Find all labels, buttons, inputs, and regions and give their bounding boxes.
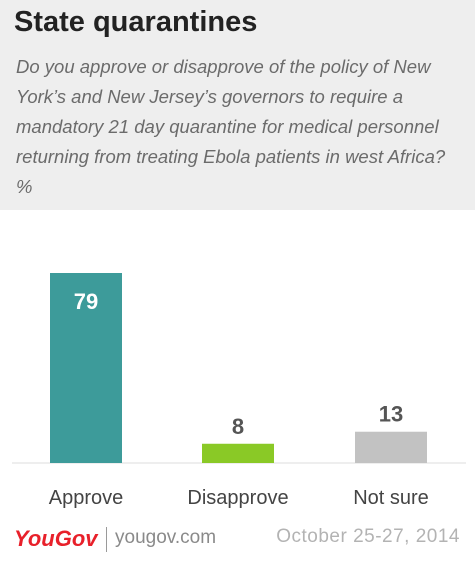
chart-question: Do you approve or disapprove of the poli… [16, 56, 446, 197]
category-label-approve: Approve [49, 487, 124, 509]
footer-divider [106, 527, 107, 552]
chart-title: State quarantines [14, 6, 258, 38]
category-label-disapprove: Disapprove [187, 487, 288, 509]
bar-chart: 79 Approve 8 Disapprove 13 Not sure [12, 273, 466, 509]
data-label-approve: 79 [74, 289, 98, 314]
survey-date: October 25-27, 2014 [276, 526, 460, 547]
data-label-not-sure: 13 [379, 402, 403, 427]
footer-site-link[interactable]: yougov.com [115, 527, 217, 548]
bar-disapprove [202, 443, 274, 463]
category-label-not-sure: Not sure [353, 487, 429, 509]
data-label-disapprove: 8 [232, 414, 244, 439]
yougov-logo-text: YouGov [14, 526, 99, 551]
yougov-logo: YouGov [14, 524, 106, 557]
bar-not-sure [355, 431, 427, 463]
bar-approve [50, 273, 122, 463]
chart-header: State quarantines Do you approve or disa… [0, 0, 475, 210]
